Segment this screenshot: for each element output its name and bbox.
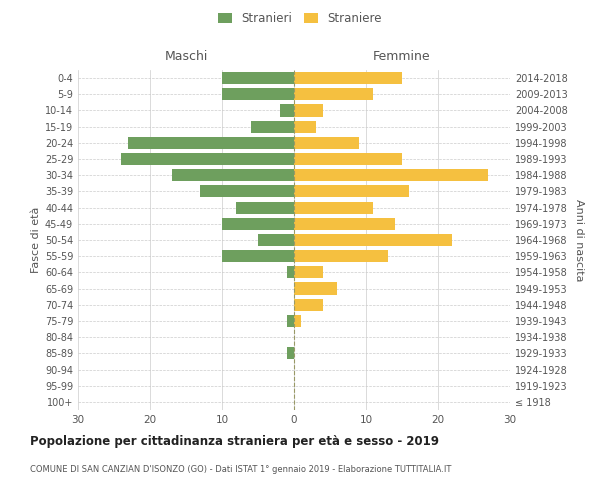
Bar bbox=[294, 153, 402, 165]
Bar bbox=[294, 315, 301, 327]
Bar bbox=[294, 202, 373, 213]
Text: Popolazione per cittadinanza straniera per età e sesso - 2019: Popolazione per cittadinanza straniera p… bbox=[30, 435, 439, 448]
Bar bbox=[294, 186, 409, 198]
Bar bbox=[258, 234, 294, 246]
Bar bbox=[222, 88, 294, 101]
Bar bbox=[294, 298, 323, 311]
Bar bbox=[294, 266, 323, 278]
Bar bbox=[294, 137, 359, 149]
Bar bbox=[294, 282, 337, 294]
Bar bbox=[294, 218, 395, 230]
Legend: Stranieri, Straniere: Stranieri, Straniere bbox=[214, 8, 386, 28]
Bar bbox=[121, 153, 294, 165]
Bar bbox=[294, 120, 316, 132]
Bar bbox=[128, 137, 294, 149]
Bar bbox=[251, 120, 294, 132]
Bar bbox=[236, 202, 294, 213]
Bar bbox=[222, 250, 294, 262]
Text: COMUNE DI SAN CANZIAN D'ISONZO (GO) - Dati ISTAT 1° gennaio 2019 - Elaborazione : COMUNE DI SAN CANZIAN D'ISONZO (GO) - Da… bbox=[30, 465, 451, 474]
Bar bbox=[280, 104, 294, 117]
Bar bbox=[287, 315, 294, 327]
Bar bbox=[200, 186, 294, 198]
Bar bbox=[294, 169, 488, 181]
Bar bbox=[287, 266, 294, 278]
Bar bbox=[294, 72, 402, 84]
Bar bbox=[294, 250, 388, 262]
Bar bbox=[222, 72, 294, 84]
Y-axis label: Fasce di età: Fasce di età bbox=[31, 207, 41, 273]
Bar bbox=[172, 169, 294, 181]
Y-axis label: Anni di nascita: Anni di nascita bbox=[574, 198, 584, 281]
Text: Maschi: Maschi bbox=[164, 50, 208, 63]
Bar bbox=[294, 234, 452, 246]
Bar bbox=[222, 218, 294, 230]
Bar bbox=[294, 104, 323, 117]
Bar bbox=[294, 88, 373, 101]
Bar bbox=[287, 348, 294, 360]
Text: Femmine: Femmine bbox=[373, 50, 431, 63]
